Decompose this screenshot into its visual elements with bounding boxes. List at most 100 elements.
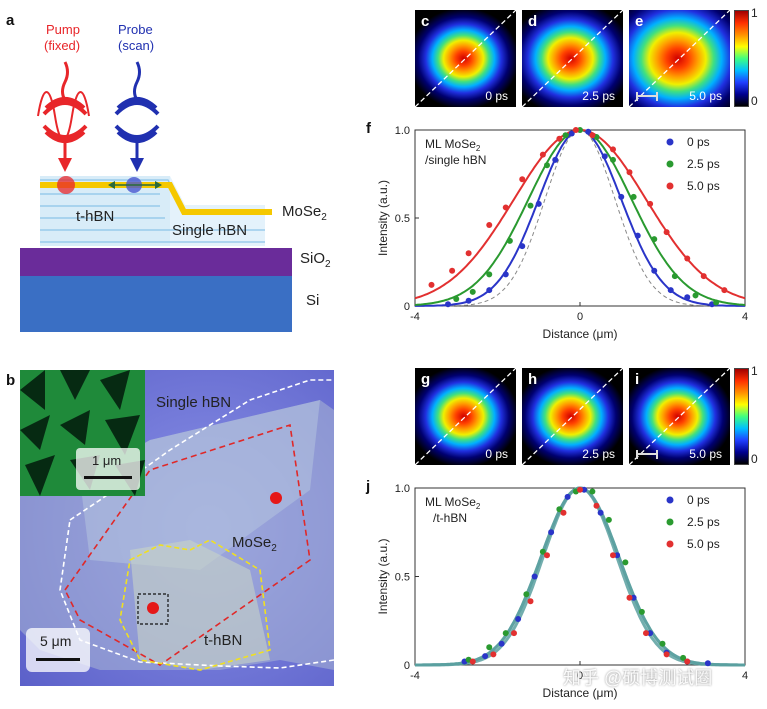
micro-mose2-label: MoSe2 [232,534,277,554]
data-point-s1-p4 [527,202,534,209]
x-tick-label: 4 [742,311,748,323]
x-tick-label: 4 [742,670,748,682]
legend-label-1: 2.5 ps [687,515,720,529]
legend-marker-2 [666,182,674,190]
data-point-s2-p0 [469,658,476,665]
panel-letter-d: d [528,13,538,30]
data-point-s0-p4 [519,243,526,250]
data-point-s1-p8 [605,516,612,523]
data-point-s1-p5 [544,162,550,169]
linecut-i [629,368,730,465]
data-point-s2-p7 [556,135,563,142]
colorbar-bottom-min: 0 [751,452,758,466]
inset-scale-label: 1 μm [92,453,122,468]
legend-label-0: 0 ps [687,493,710,507]
data-point-s2-p2 [511,630,517,637]
x-tick-label: 0 [577,311,583,323]
data-point-s2-p11 [663,651,670,658]
data-point-s0-p9 [601,153,608,160]
data-point-s1-p7 [577,127,583,133]
heatmap-g: g 0 ps [415,368,516,465]
data-point-s0-p11 [647,630,654,637]
legend-label-1: 2.5 ps [687,157,720,171]
reference-curve [415,129,745,307]
time-label-i: 5.0 ps [689,447,722,461]
chart-title-line1: ML MoSe2 [425,495,481,511]
time-label-d: 2.5 ps [582,89,615,103]
legend-marker-0 [666,496,674,504]
data-point-s2-p3 [486,222,493,229]
data-point-s0-p6 [564,493,571,500]
si-label: Si [306,292,320,309]
x-tick-label: -4 [410,311,420,323]
data-point-s1-p3 [523,591,530,598]
panel-letter-j: j [366,478,371,495]
panel-letter-b: b [6,372,16,389]
data-point-s0-p6 [552,156,559,163]
data-point-s1-p13 [692,292,699,299]
y-tick-label: 0.5 [395,572,410,584]
time-label-g: 0 ps [485,447,508,461]
colorbar-top-min: 0 [751,94,758,108]
data-point-s0-p12 [651,267,658,274]
colorbar-bottom-max: 1 [751,364,758,378]
chart-title-line2: /single hBN [425,153,486,167]
data-point-s1-p6 [562,132,569,139]
probe-label: Probe [118,22,153,37]
panel-letter-i: i [635,371,640,388]
colorbar-top-max: 1 [751,6,758,20]
data-point-s2-p15 [700,273,707,280]
x-axis-label: Distance (μm) [543,686,618,700]
sio2-label: SiO2 [300,250,331,270]
scale-label: 5 μm [40,633,72,649]
data-point-s2-p12 [684,658,691,665]
panel-letter-e: e [635,13,644,30]
panel-letter-a: a [6,12,15,29]
data-point-s2-p9 [626,594,633,601]
data-point-s1-p4 [539,548,546,555]
data-point-s2-p13 [663,229,670,236]
linecut-d [522,10,623,107]
data-point-s2-p6 [539,151,546,158]
data-point-s0-p10 [630,594,637,601]
data-point-s2-p1 [490,651,497,658]
data-point-s2-p4 [544,552,550,559]
data-point-s2-p7 [593,502,600,509]
mose2-layer [40,182,272,215]
legend-marker-2 [666,540,674,548]
y-tick-label: 1.0 [395,125,410,137]
linecut-c [415,10,516,107]
schematic-drawing [20,61,292,332]
data-point-s2-p8 [610,552,616,559]
data-point-s0-p8 [597,509,604,516]
x-tick-label: 0 [577,670,583,682]
legend-label-2: 5.0 ps [687,179,720,193]
afm-inset: 1 μm [20,370,145,496]
data-point-s0-p3 [515,615,522,622]
legend-marker-1 [666,518,674,526]
chart-title-line2: /t-hBN [433,511,467,525]
data-point-s1-p3 [506,237,513,244]
data-point-s2-p10 [610,146,616,153]
data-point-s1-p2 [502,630,509,637]
chart-title-line1: ML MoSe2 [425,137,481,153]
data-point-s1-p11 [651,236,658,243]
data-point-s0-p3 [502,271,509,278]
data-point-s1-p9 [622,559,629,566]
pump-pulse-icon [37,61,90,172]
data-point-s0-p14 [704,660,711,667]
linecut-g [415,368,516,465]
data-point-s0-p10 [618,193,625,200]
schematic-panel: Pump (fixed) Probe (scan) t-hBN Single h… [0,0,360,340]
data-point-s2-p14 [684,255,691,262]
y-tick-label: 0 [404,660,410,672]
legend-marker-1 [666,160,674,168]
data-point-s0-p9 [614,552,621,559]
data-point-s2-p12 [647,200,654,207]
y-tick-label: 0 [404,301,410,313]
si-layer [20,276,292,332]
micrograph-panel: 1 μm Single hBN MoSe2 t-hBN 5 μm [20,370,334,686]
scalebar-i [636,450,658,459]
heatmap-e: e 5.0 ps [629,10,730,107]
